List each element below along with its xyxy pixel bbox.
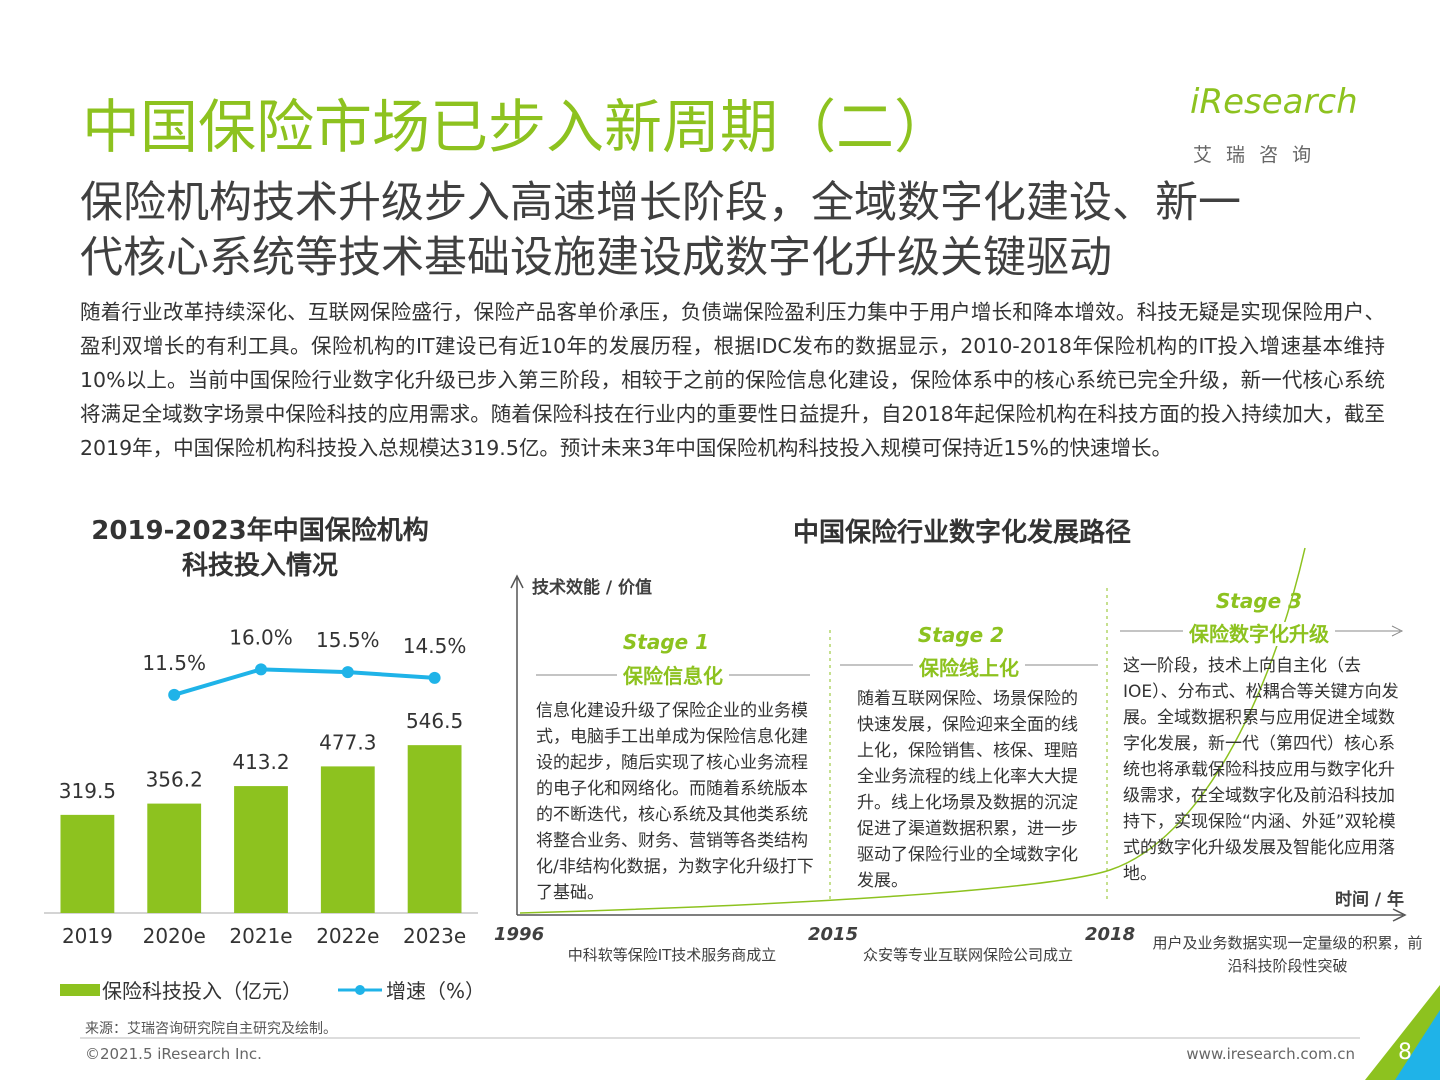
data-label: 16.0% bbox=[229, 625, 293, 649]
logo: iResearch bbox=[1190, 82, 1358, 122]
legend-swatch bbox=[338, 984, 382, 995]
source: 来源：艾瑞咨询研究院自主研究及绘制。 bbox=[85, 1021, 337, 1037]
growth-curve bbox=[519, 547, 1306, 914]
arrow bbox=[510, 574, 524, 589]
axis-label: 技术效能 / 价值 bbox=[532, 578, 653, 598]
arrow bbox=[1392, 908, 1407, 922]
stage-text: 随着互联网保险、场景保险的快速发展，保险迎来全面的线上化，保险销售、核保、理赔全… bbox=[857, 689, 1078, 891]
x-tick-label: 2020e bbox=[143, 924, 206, 948]
event: 中科软等保险IT技术服务商成立 bbox=[567, 946, 777, 964]
corner-decor bbox=[1395, 1010, 1440, 1080]
data-label: 413.2 bbox=[232, 750, 289, 774]
url: www.iresearch.com.cn bbox=[1186, 1045, 1355, 1063]
legend-label: 增速（%） bbox=[386, 979, 486, 1003]
line-point bbox=[428, 671, 441, 684]
x-tick-label: 2021e bbox=[229, 924, 292, 948]
stage-label: Stage 3 bbox=[1215, 589, 1303, 613]
stage-text: 信息化建设升级了保险企业的业务模式，电脑手工出单成为保险信息化建设的起步，随后实… bbox=[536, 701, 814, 903]
stage-name-wrap: 保险数字化升级 bbox=[1130, 618, 1388, 647]
stage-label: Stage 1 bbox=[622, 630, 710, 654]
subtitle: 保险机构技术升级步入高速增长阶段，全域数字化建设、新一 bbox=[80, 178, 1241, 228]
arrow bbox=[1391, 625, 1404, 637]
data-label: 11.5% bbox=[142, 651, 206, 675]
event: 用户及业务数据实现一定量级的积累，前沿科技阶段性突破 bbox=[1152, 934, 1423, 975]
stage-name: 保险信息化 bbox=[617, 664, 729, 688]
diagram-title: 中国保险行业数字化发展路径 bbox=[792, 518, 1131, 548]
legend: 保险科技投入（亿元） 增速（%） bbox=[60, 975, 485, 1004]
data-label: 356.2 bbox=[146, 768, 203, 792]
stage-label: Stage 2 bbox=[917, 623, 1005, 647]
data-label: 15.5% bbox=[316, 628, 380, 652]
bar bbox=[60, 814, 115, 913]
logo-cn: 艾 瑞 咨 询 bbox=[1193, 144, 1316, 166]
stage-text: 这一阶段，技术上向自主化（去IOE）、分布式、松耦合等关键方向发展。全域数据积累… bbox=[1123, 656, 1399, 884]
chart-title: 科技投入情况 bbox=[181, 551, 338, 581]
legend-label: 保险科技投入（亿元） bbox=[102, 979, 302, 1003]
bar bbox=[147, 803, 202, 913]
page-number: 8 bbox=[1398, 1040, 1412, 1065]
stage-name-wrap: 保险线上化 bbox=[840, 652, 1098, 681]
axis-label: 时间 / 年 bbox=[1335, 890, 1405, 910]
legend-swatch bbox=[60, 983, 100, 996]
title: 中国保险市场已步入新周期（二） bbox=[82, 93, 953, 161]
x-tick-label: 2023e bbox=[403, 924, 466, 948]
data-label: 546.5 bbox=[406, 709, 463, 733]
stage-name-wrap: 保险信息化 bbox=[536, 660, 810, 689]
line-point bbox=[168, 688, 181, 701]
chart: 2019 2020e 2021e 2022e 2023e 319.5 356.2 413.2 4… bbox=[59, 625, 467, 948]
data-label: 319.5 bbox=[59, 779, 116, 803]
line-point bbox=[255, 663, 267, 676]
year: 2015 bbox=[808, 924, 859, 945]
bar bbox=[234, 786, 288, 913]
line-point bbox=[341, 666, 354, 679]
year: 1996 bbox=[494, 924, 545, 945]
line bbox=[173, 667, 435, 697]
event: 众安等专业互联网保险公司成立 bbox=[862, 946, 1073, 964]
bar bbox=[320, 766, 375, 913]
stage-name: 保险数字化升级 bbox=[1183, 622, 1335, 646]
data-label: 477.3 bbox=[319, 730, 376, 754]
x-tick-label: 2022e bbox=[316, 924, 379, 948]
paragraph: 随着行业改革持续深化、互联网保险盛行，保险产品客单价承压，负债端保险盈利压力集中… bbox=[80, 300, 1385, 460]
data-label: 14.5% bbox=[403, 634, 467, 658]
chart-title: 2019-2023年中国保险机构 bbox=[91, 516, 429, 546]
subtitle: 代核心系统等技术基础设施建设成数字化升级关键驱动 bbox=[80, 233, 1112, 283]
x-tick-label: 2019 bbox=[62, 924, 113, 948]
legend-dot bbox=[355, 984, 365, 995]
year: 2018 bbox=[1085, 924, 1136, 945]
copyright: ©2021.5 iResearch Inc. bbox=[85, 1045, 262, 1063]
bar bbox=[407, 745, 462, 913]
stage-name: 保险线上化 bbox=[913, 656, 1025, 680]
